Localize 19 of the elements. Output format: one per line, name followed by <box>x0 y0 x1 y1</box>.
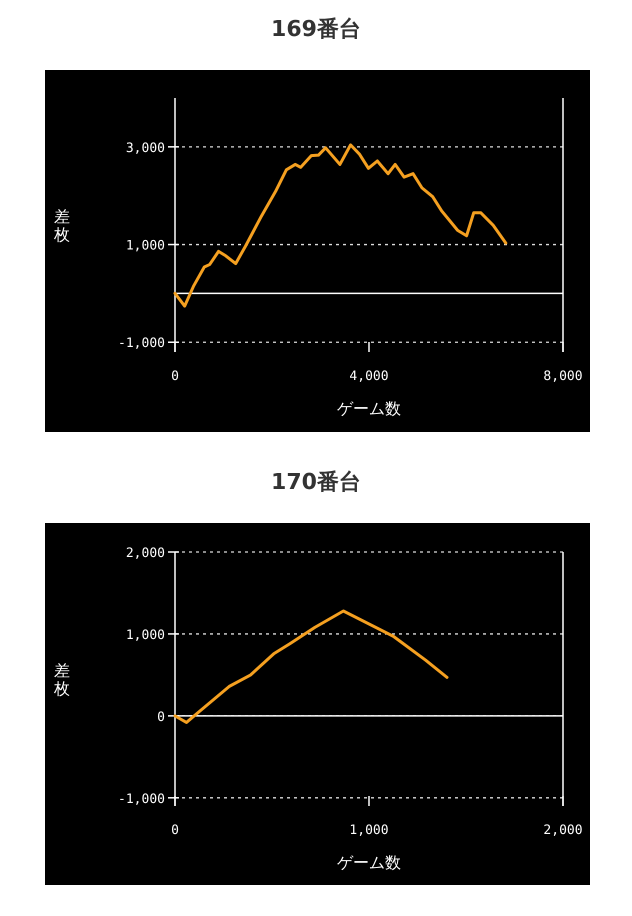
x-tick-label: 0 <box>171 823 179 838</box>
y-axis-title: 差枚 <box>53 207 70 244</box>
y-tick-label: 1,000 <box>126 238 165 254</box>
chart-title: 170番台 <box>271 470 361 495</box>
y-axis-title: 差枚 <box>53 661 70 698</box>
y-tick-label: 1,000 <box>126 628 165 643</box>
y-tick-label: 3,000 <box>126 140 165 156</box>
y-tick-label: -1,000 <box>118 792 165 807</box>
x-tick-label: 8,000 <box>543 369 583 384</box>
x-tick-label: 0 <box>171 369 179 384</box>
chart-title: 169番台 <box>271 17 361 42</box>
x-tick-label: 4,000 <box>349 369 389 384</box>
x-tick-label: 2,000 <box>543 823 583 838</box>
y-tick-label: 0 <box>157 710 165 725</box>
x-axis-title: ゲーム数 <box>337 853 401 872</box>
y-tick-label: -1,000 <box>118 336 165 352</box>
y-tick-label: 2,000 <box>126 546 165 561</box>
x-tick-label: 1,000 <box>349 823 389 838</box>
x-axis-title: ゲーム数 <box>337 399 401 418</box>
